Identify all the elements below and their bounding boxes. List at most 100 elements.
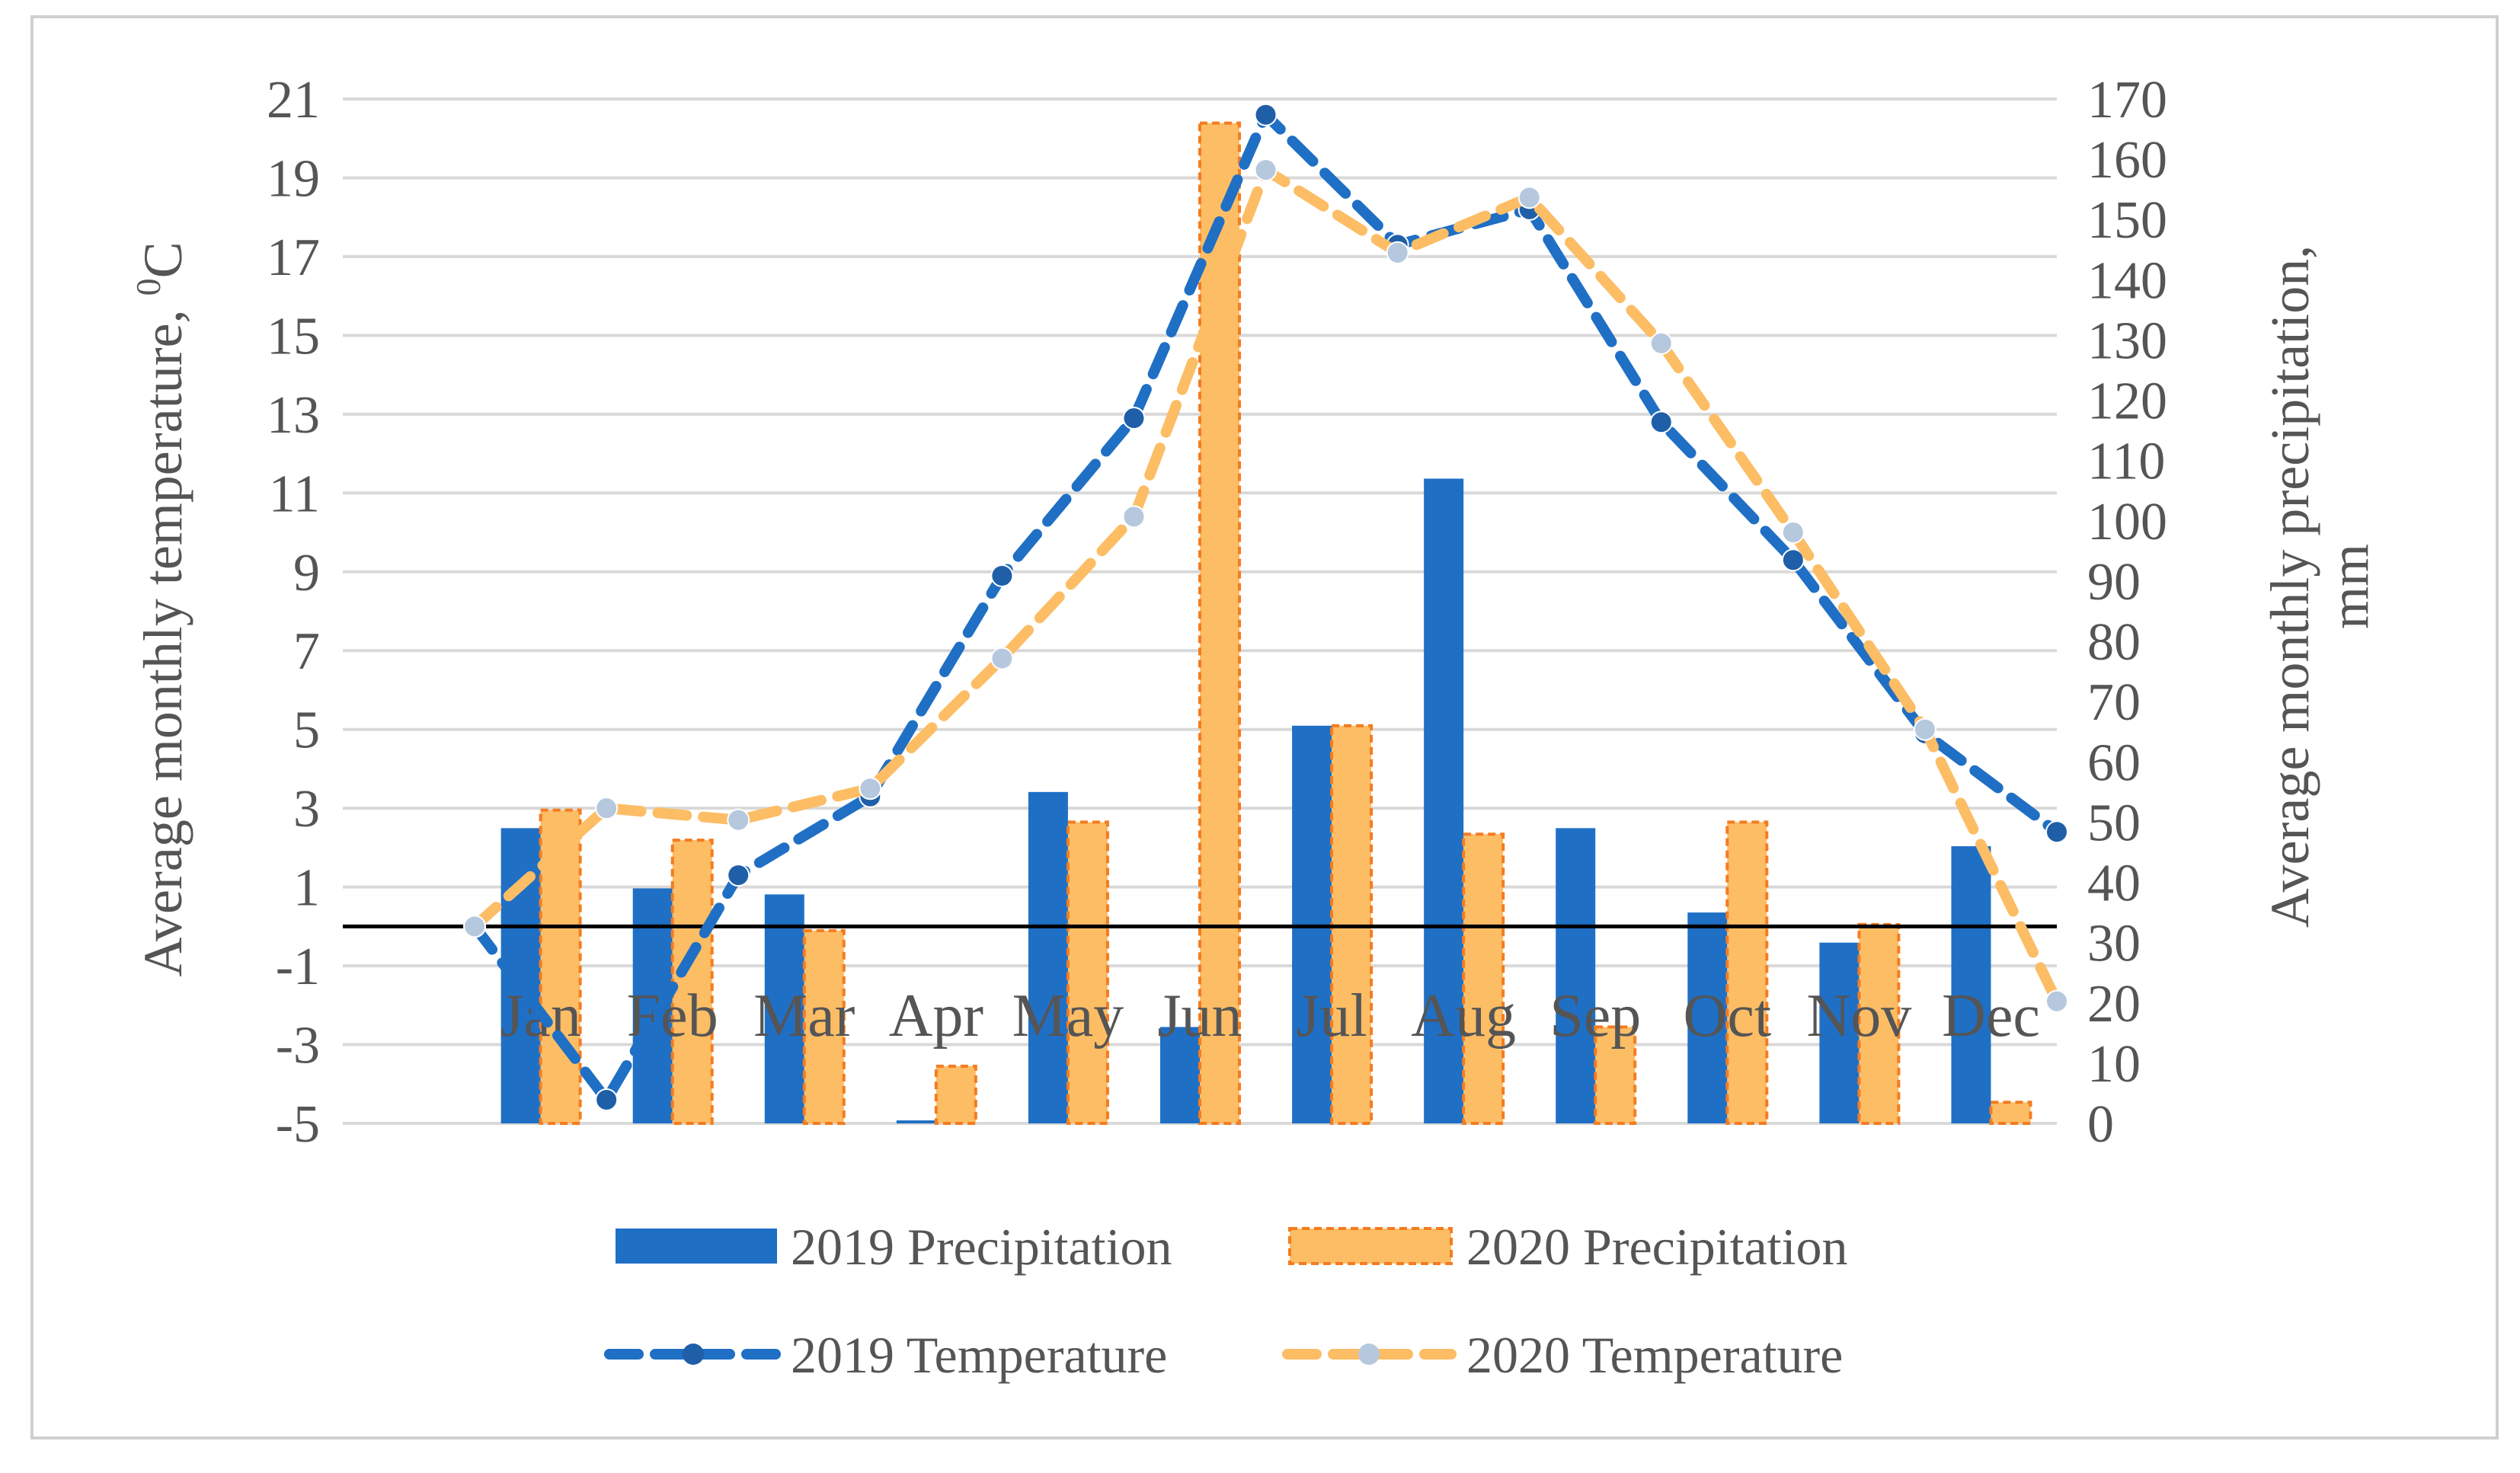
right-tick-label: 60 — [2087, 733, 2141, 792]
bar-2019-precipitation-nov — [1819, 942, 1860, 1123]
point-2019-temperature-12 — [2045, 820, 2068, 844]
left-tick-label: -3 — [276, 1017, 320, 1075]
point-2020-temperature-3 — [859, 777, 882, 800]
legend-label-2020-temperature: 2020 Temperature — [1466, 1326, 1843, 1384]
category-label-oct: Oct — [1684, 983, 1772, 1050]
bar-2019-precipitation-aug — [1424, 478, 1464, 1123]
left-tick-label: 5 — [293, 701, 320, 760]
category-label-dec: Dec — [1942, 983, 2040, 1050]
precipitation-bars — [500, 121, 2032, 1126]
left-tick-label: 21 — [267, 71, 320, 129]
legend-swatch-2020-precipitation — [1288, 1227, 1453, 1265]
left-axis-title: Average monthly temperature, 0C — [129, 241, 193, 976]
category-label-may: May — [1012, 983, 1124, 1050]
point-2019-temperature-6 — [1254, 103, 1278, 126]
bar-2019-precipitation-sep — [1556, 828, 1596, 1123]
right-axis-title-line2: mm — [2319, 544, 2380, 629]
point-2019-temperature-9 — [1649, 411, 1673, 434]
category-label-aug: Aug — [1411, 983, 1516, 1050]
point-2020-temperature-2 — [727, 808, 750, 832]
category-label-apr: Apr — [889, 983, 983, 1050]
left-tick-label: 3 — [293, 780, 320, 839]
point-2020-temperature-0 — [463, 915, 487, 938]
point-2019-temperature-10 — [1781, 548, 1805, 572]
left-tick-label: 7 — [293, 622, 320, 681]
left-tick-label: 9 — [293, 544, 320, 602]
point-2020-temperature-4 — [990, 647, 1014, 670]
right-tick-label: 20 — [2087, 975, 2141, 1034]
bar-2020-precipitation-jan — [539, 808, 582, 1126]
point-2020-temperature-7 — [1386, 241, 1409, 264]
temperature-lines — [463, 103, 2068, 1111]
left-tick-label: 19 — [267, 149, 320, 208]
bar-2020-precipitation-sep — [1594, 1025, 1637, 1125]
point-2020-temperature-6 — [1254, 158, 1278, 182]
bar-2019-precipitation-oct — [1687, 912, 1728, 1123]
right-tick-label: 160 — [2087, 131, 2167, 190]
bar-2020-precipitation-oct — [1725, 820, 1769, 1125]
right-tick-label: 30 — [2087, 915, 2141, 973]
point-2020-temperature-11 — [1913, 717, 1936, 741]
bar-2020-precipitation-feb — [670, 839, 714, 1126]
bar-2020-precipitation-may — [1066, 820, 1109, 1125]
left-tick-label: 1 — [293, 859, 320, 918]
right-tick-label: 40 — [2087, 855, 2141, 913]
left-tick-label: 15 — [267, 307, 320, 366]
right-tick-label: 80 — [2087, 613, 2141, 672]
point-2019-temperature-5 — [1122, 407, 1146, 430]
left-axis-ticks: 21 19 17 15 13 11 9 7 5 3 1 -1 -3 -5 — [267, 71, 320, 1154]
right-tick-label: 130 — [2087, 312, 2167, 370]
bar-2020-precipitation-mar — [802, 928, 846, 1125]
right-tick-label: 90 — [2087, 553, 2141, 612]
right-axis-ticks: 1701601501401301201101009080706050403020… — [2087, 71, 2167, 1154]
right-tick-label: 140 — [2087, 251, 2167, 310]
point-2020-temperature-1 — [595, 797, 619, 820]
legend-label-2019-precipitation: 2019 Precipitation — [791, 1218, 1172, 1276]
right-tick-label: 150 — [2087, 191, 2167, 250]
bar-2020-precipitation-nov — [1857, 922, 1901, 1125]
left-tick-label: 17 — [267, 228, 320, 287]
point-2020-temperature-10 — [1781, 521, 1805, 545]
bar-2020-precipitation-apr — [934, 1064, 977, 1126]
left-tick-label: 13 — [267, 386, 320, 445]
point-2019-temperature-1 — [595, 1088, 619, 1111]
right-axis-title-line1: Average monthly precipitation, — [2259, 245, 2320, 928]
left-tick-label: -1 — [276, 938, 320, 996]
point-2019-temperature-2 — [727, 864, 750, 887]
left-tick-label: 11 — [269, 465, 320, 523]
right-tick-label: 50 — [2087, 794, 2141, 852]
category-label-sep: Sep — [1549, 983, 1641, 1050]
legend-swatch-2019-precipitation — [616, 1229, 777, 1264]
right-tick-label: 110 — [2087, 433, 2165, 491]
legend-marker-2020-temperature — [1358, 1344, 1380, 1365]
legend-label-2020-precipitation: 2020 Precipitation — [1466, 1218, 1847, 1276]
legend-label-2019-temperature: 2019 Temperature — [791, 1326, 1167, 1384]
right-tick-label: 0 — [2087, 1095, 2114, 1154]
right-tick-label: 120 — [2087, 372, 2167, 431]
point-2020-temperature-9 — [1649, 331, 1673, 355]
point-2020-temperature-5 — [1122, 505, 1146, 529]
bar-2019-precipitation-mar — [764, 894, 804, 1123]
legend-marker-2019-temperature — [683, 1344, 704, 1365]
category-label-nov: Nov — [1806, 983, 1911, 1050]
legend: 2019 Precipitation 2020 Precipitation 20… — [604, 1218, 1847, 1384]
chart-frame — [30, 15, 2499, 1439]
bar-2019-precipitation-apr — [896, 1120, 936, 1123]
category-label-jun: Jun — [1157, 983, 1242, 1050]
bar-2020-precipitation-dec — [1989, 1101, 2032, 1126]
point-2020-temperature-8 — [1517, 186, 1541, 209]
point-2019-temperature-4 — [990, 564, 1014, 587]
category-label-mar: Mar — [753, 983, 855, 1050]
left-tick-label: -5 — [276, 1095, 320, 1154]
right-tick-label: 170 — [2087, 71, 2167, 129]
bar-2019-precipitation-may — [1028, 791, 1068, 1123]
right-tick-label: 70 — [2087, 673, 2141, 732]
point-2020-temperature-12 — [2045, 989, 2068, 1013]
bar-2020-precipitation-jun — [1198, 121, 1241, 1125]
bar-2019-precipitation-dec — [1951, 846, 1991, 1123]
right-tick-label: 10 — [2087, 1035, 2141, 1094]
bar-2020-precipitation-aug — [1462, 832, 1505, 1126]
right-tick-label: 100 — [2087, 493, 2167, 551]
bar-2019-precipitation-jun — [1160, 1027, 1200, 1123]
